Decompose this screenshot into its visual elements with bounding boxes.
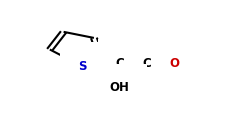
Text: O: O — [170, 57, 180, 70]
Text: OH: OH — [110, 81, 130, 94]
Text: S: S — [78, 60, 86, 73]
Text: C: C — [143, 57, 151, 70]
Text: C: C — [115, 57, 124, 70]
